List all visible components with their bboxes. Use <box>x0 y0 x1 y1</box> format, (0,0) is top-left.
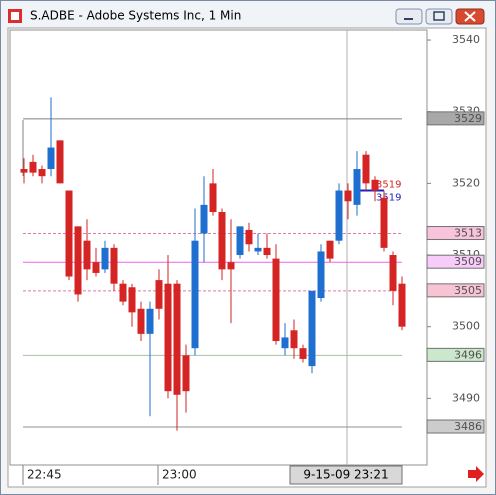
candle-body <box>29 161 37 173</box>
candle-body <box>47 147 55 170</box>
candle-body <box>155 280 163 309</box>
cursor-time: 9-15-09 23:21 <box>303 468 388 482</box>
candle-body <box>335 190 343 241</box>
y-axis: 3490350035103520353035403529351335093505… <box>426 33 485 434</box>
candle-body <box>236 226 244 256</box>
candle-body <box>290 330 298 349</box>
window-title: S.ADBE - Adobe Systems Inc, 1 Min <box>30 9 241 23</box>
candle-body <box>227 262 235 270</box>
candle-body <box>209 183 217 213</box>
candle-body <box>389 255 397 291</box>
candle-body <box>83 240 91 270</box>
y-tick-label: 3520 <box>452 176 480 189</box>
candle-body <box>200 204 208 234</box>
candle-body <box>56 140 64 184</box>
candle-body <box>245 229 253 245</box>
candle-body <box>263 247 271 256</box>
candle-body <box>101 247 109 270</box>
candle-body <box>299 348 307 359</box>
price-marker: 3519 <box>376 193 401 204</box>
candle-body <box>371 179 379 191</box>
candle-body <box>182 355 190 392</box>
candle-body <box>173 283 181 395</box>
app-icon-inner <box>11 12 19 20</box>
y-tick-label: 3540 <box>452 33 480 46</box>
x-tick-label: 23:00 <box>162 468 197 482</box>
candle-body <box>20 169 28 173</box>
candle-body <box>119 283 127 302</box>
level-label: 3509 <box>454 255 482 268</box>
candle-body <box>110 247 118 284</box>
x-tick-label: 22:45 <box>27 468 62 482</box>
candle-body <box>92 262 100 273</box>
price-marker: 3519 <box>376 180 401 191</box>
candle-body <box>38 169 46 177</box>
level-box <box>426 254 485 269</box>
candle-body <box>353 169 361 205</box>
candle-body <box>398 283 406 327</box>
candle-body <box>326 240 334 259</box>
candle-body <box>362 154 370 184</box>
level-label: 3486 <box>454 420 482 433</box>
level-label: 3496 <box>454 348 482 361</box>
level-label: 3505 <box>454 284 482 297</box>
level-box <box>426 419 485 434</box>
candle-body <box>308 290 316 367</box>
candle-body <box>272 258 280 342</box>
maximize-button[interactable] <box>425 8 453 25</box>
level-label: 3529 <box>454 112 482 125</box>
candle-body <box>254 247 262 252</box>
level-label: 3513 <box>454 227 482 240</box>
candle-body <box>191 240 199 349</box>
minimize-icon <box>404 18 413 20</box>
cursor-time-box <box>289 465 403 485</box>
candle-body <box>218 212 226 270</box>
level-box <box>426 226 485 241</box>
level-box <box>426 347 485 362</box>
candle-body <box>146 308 154 334</box>
candle-body <box>164 283 172 392</box>
scroll-arrow[interactable] <box>468 466 484 482</box>
candle-body <box>137 308 145 334</box>
level-box <box>426 111 485 126</box>
x-axis: 22:45 23:00 <box>22 465 197 485</box>
candle-body <box>380 197 388 248</box>
y-tick-label: 3500 <box>452 320 480 333</box>
candle-body <box>65 190 73 277</box>
candle-body <box>128 287 136 313</box>
candle-body <box>281 337 289 349</box>
maximize-icon <box>433 11 445 21</box>
candle-body <box>317 251 325 299</box>
candle-body <box>74 226 82 295</box>
minimize-button[interactable] <box>395 8 423 25</box>
candle-body <box>344 190 352 202</box>
close-icon <box>464 11 476 22</box>
y-tick-label: 3490 <box>452 391 480 404</box>
level-box <box>426 283 485 298</box>
candles <box>20 97 406 431</box>
